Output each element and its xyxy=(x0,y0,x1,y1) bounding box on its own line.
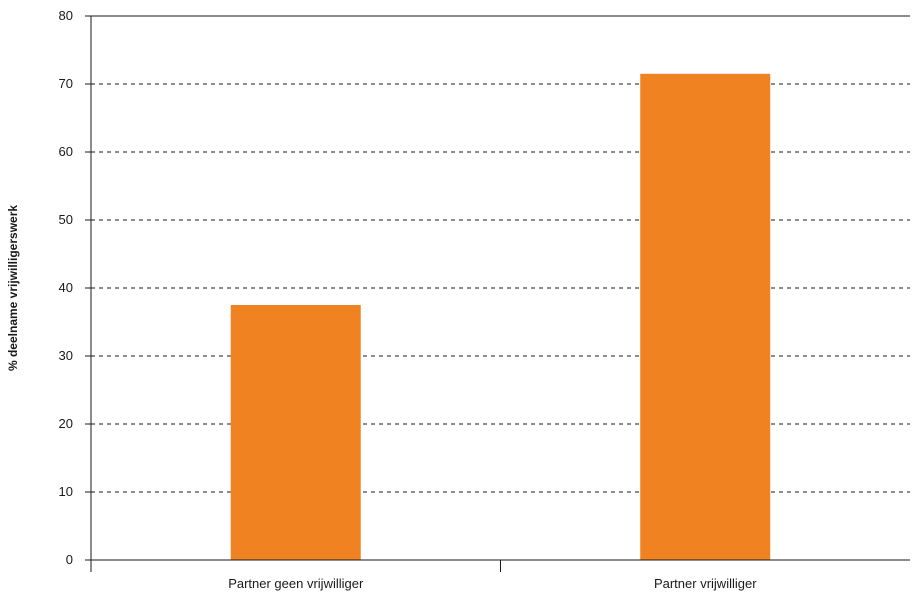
y-tick-label-50: 50 xyxy=(59,212,73,227)
y-tick-label-40: 40 xyxy=(59,280,73,295)
y-tick-label-10: 10 xyxy=(59,484,73,499)
tick-labels: 0 10 20 30 40 50 60 70 80 Partner geen vrijwillig… xyxy=(59,8,758,591)
y-tick-label-20: 20 xyxy=(59,416,73,431)
x-category-label-2: Partner vrijwilliger xyxy=(654,576,757,591)
y-tick-label-80: 80 xyxy=(59,8,73,23)
x-category-label-1: Partner geen vrijwilliger xyxy=(228,576,364,591)
y-tick-label-70: 70 xyxy=(59,76,73,91)
bars xyxy=(230,73,771,561)
axes xyxy=(85,15,910,572)
bar-1 xyxy=(230,305,361,560)
y-axis-title: % deelname vrijwilligerswerk xyxy=(6,205,20,371)
gridlines xyxy=(91,15,910,493)
bar-2 xyxy=(640,73,771,561)
y-tick-label-0: 0 xyxy=(66,552,73,567)
y-tick-label-60: 60 xyxy=(59,144,73,159)
y-tick-label-30: 30 xyxy=(59,348,73,363)
